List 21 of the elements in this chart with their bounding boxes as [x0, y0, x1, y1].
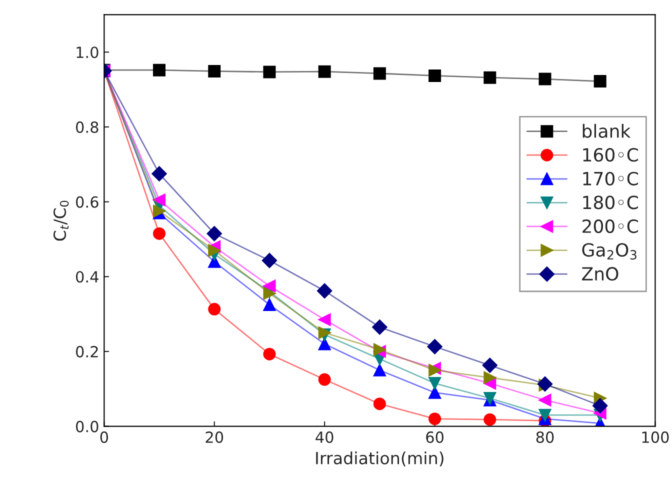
- y-axis-title: C$_{t}$/C$_{0}$: [53, 200, 69, 241]
- legend-label: Ga$_{2}$O$_{3}$: [582, 243, 636, 260]
- legend-label: blank: [582, 124, 631, 138]
- y-tick-label: 1.0: [76, 46, 98, 58]
- y-tick-label: 0.6: [76, 196, 98, 208]
- legend-label: ZnO: [582, 267, 618, 281]
- x-tick-label: 40: [316, 431, 334, 443]
- legend-label: 170◦C: [583, 172, 638, 186]
- x-tick-label: 20: [206, 431, 224, 443]
- y-tick-label: 0.2: [76, 346, 98, 358]
- y-tick-label: 0.8: [76, 121, 98, 133]
- x-axis-title: Irradiation(min): [316, 452, 444, 466]
- x-tick-label: 80: [536, 431, 554, 443]
- legend-label: 200◦C: [582, 219, 638, 234]
- legend-label: 160◦C: [583, 148, 638, 162]
- x-tick-label: 0: [100, 431, 108, 443]
- y-tick-label: 0.4: [76, 271, 98, 283]
- legend-label: 180◦C: [583, 196, 638, 210]
- y-tick-label: 0.0: [76, 420, 98, 432]
- x-tick-label: 60: [426, 431, 444, 443]
- x-tick-label: 100: [642, 431, 669, 443]
